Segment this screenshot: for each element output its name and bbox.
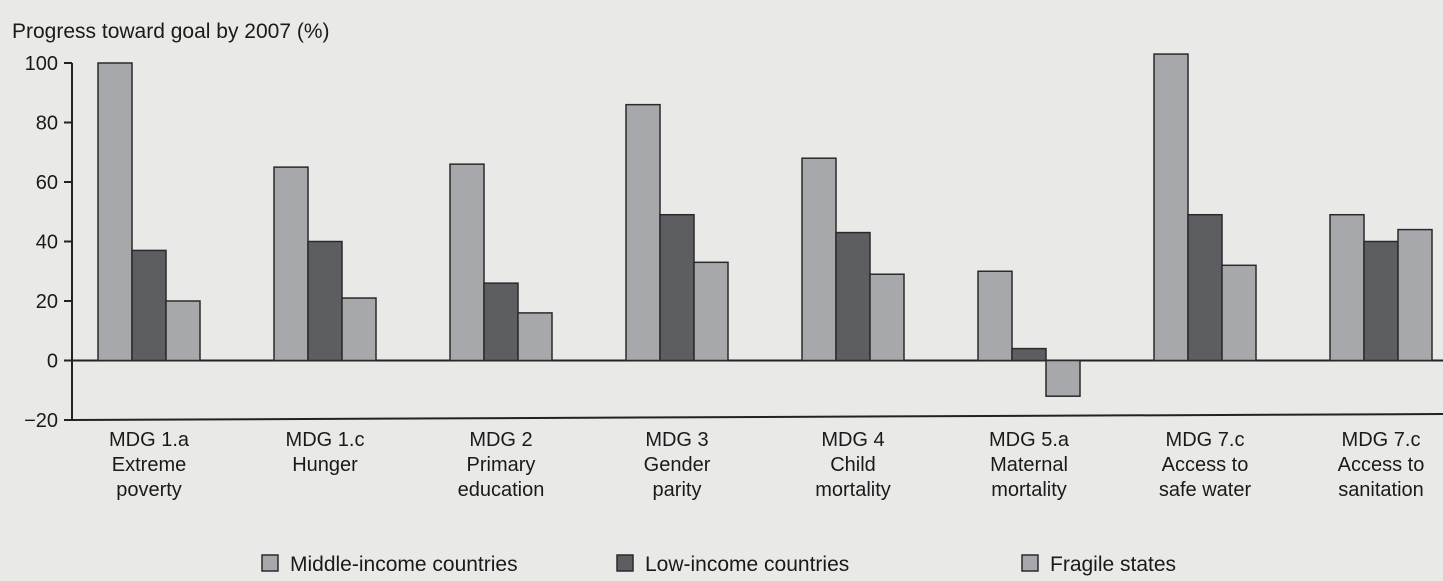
bar-fragile-states: [1045, 359, 1081, 397]
bar-low-income: [659, 213, 695, 362]
legend-label: Middle-income countries: [290, 553, 518, 576]
y-tick-label: 100: [25, 53, 58, 75]
y-tick-label: 0: [47, 351, 58, 373]
legend-swatch: [616, 554, 634, 572]
bar-low-income: [1363, 240, 1399, 362]
category-label: MDG 1.a Extreme poverty: [109, 429, 190, 501]
bar-low-income: [307, 240, 343, 362]
chart-title: Progress toward goal by 2007 (%): [12, 20, 330, 43]
bar-fragile-states: [165, 300, 201, 362]
category-label: MDG 7.c Access to safe water: [1159, 429, 1252, 501]
bar-middle-income: [625, 103, 661, 362]
y-tick-label: 60: [36, 172, 58, 194]
legend: Middle-income countries Low-income countr…: [261, 553, 1176, 576]
y-tick-label: 80: [36, 113, 58, 135]
bar-fragile-states: [869, 273, 905, 362]
legend-swatch: [1021, 554, 1039, 572]
bar-middle-income: [801, 157, 837, 362]
bars: [97, 53, 1433, 397]
bar-low-income: [835, 231, 871, 362]
bar-fragile-states: [517, 312, 553, 362]
bar-low-income: [483, 282, 519, 362]
bar-fragile-states: [341, 297, 377, 362]
y-axis: 100 80 60 40 20 0 −20: [24, 53, 1443, 432]
y-tick-label: −20: [24, 410, 58, 432]
bar-middle-income: [1329, 213, 1365, 362]
y-tick-label: 20: [36, 291, 58, 313]
category-label: MDG 4 Child mortality: [815, 429, 891, 501]
category-label: MDG 7.c Access to sanitation: [1338, 429, 1425, 501]
bar-fragile-states: [1397, 228, 1433, 362]
bar-middle-income: [97, 62, 133, 362]
bar-middle-income: [1153, 53, 1189, 362]
bar-middle-income: [273, 166, 309, 362]
legend-label: Low-income countries: [645, 553, 849, 576]
category-label: MDG 3 Gender parity: [644, 429, 711, 501]
x-axis-line: [71, 413, 1443, 421]
category-label: MDG 1.c Hunger: [286, 429, 365, 476]
legend-label: Fragile states: [1050, 553, 1176, 576]
bar-fragile-states: [1221, 264, 1257, 362]
bar-low-income: [1187, 213, 1223, 362]
bar-low-income: [131, 249, 167, 362]
y-tick-label: 40: [36, 232, 58, 254]
category-label: MDG 5.a Maternal mortality: [989, 429, 1070, 501]
bar-fragile-states: [693, 261, 729, 362]
category-label: MDG 2 Primary education: [458, 429, 545, 501]
legend-swatch: [261, 554, 279, 572]
bar-low-income: [1011, 347, 1047, 362]
bar-middle-income: [977, 270, 1013, 362]
bar-middle-income: [449, 163, 485, 362]
